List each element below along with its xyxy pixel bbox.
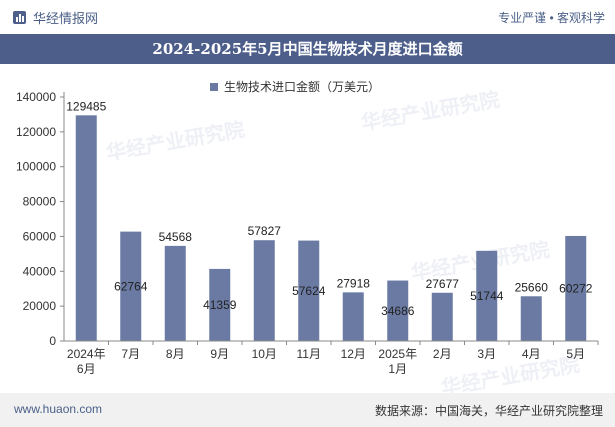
bar <box>476 250 498 341</box>
y-tick-label: 120000 <box>16 125 56 139</box>
bar <box>164 245 186 341</box>
y-tick-label: 20000 <box>23 299 57 313</box>
x-tick-label: 9月 <box>210 347 229 361</box>
x-tick-label: 8月 <box>166 347 185 361</box>
data-label: 34686 <box>381 304 415 318</box>
x-tick-label: 2025年 <box>378 347 417 361</box>
data-label: 57827 <box>248 224 282 238</box>
x-tick-label: 2月 <box>433 347 452 361</box>
bar <box>431 292 453 341</box>
legend-swatch <box>210 82 218 91</box>
logo-icon <box>13 11 26 24</box>
x-tick-label: 6月 <box>77 362 96 376</box>
data-label: 27677 <box>426 277 460 291</box>
bar <box>298 240 320 341</box>
bar-chart: 020000400006000080000100000120000140000 … <box>16 90 599 376</box>
data-label: 60272 <box>559 281 593 295</box>
bar <box>342 292 364 341</box>
footer-url[interactable]: www.huaon.com <box>14 402 103 416</box>
y-tick-label: 100000 <box>16 160 56 174</box>
x-tick-label: 5月 <box>566 347 585 361</box>
data-label: 129485 <box>66 99 106 113</box>
y-tick-label: 140000 <box>16 90 56 104</box>
data-label: 41359 <box>203 298 237 312</box>
bar <box>120 231 142 341</box>
data-label: 62764 <box>114 279 148 293</box>
slogan: 专业严谨 • 客观科学 <box>498 11 605 25</box>
x-tick-label: 4月 <box>522 347 541 361</box>
top-bar: 华经情报网 专业严谨 • 客观科学 <box>0 0 615 34</box>
x-tick-label: 7月 <box>121 347 140 361</box>
x-tick-label: 2024年 <box>67 347 106 361</box>
x-tick-label: 10月 <box>252 347 277 361</box>
data-label: 27918 <box>337 276 371 290</box>
bar <box>565 235 587 341</box>
bars: 129485 62764 54568 41359 57827 57624 27918 3468… <box>66 99 593 341</box>
chart-legend: 生物技术进口金额（万美元） <box>210 78 380 95</box>
y-tick-label: 0 <box>49 334 56 348</box>
bar <box>387 280 409 341</box>
bar <box>75 115 97 341</box>
bar <box>209 268 231 341</box>
x-tick-label: 12月 <box>341 347 366 361</box>
data-label: 57624 <box>292 284 326 298</box>
brand[interactable]: 华经情报网 <box>12 8 98 27</box>
data-label: 54568 <box>159 230 193 244</box>
bar <box>253 240 275 341</box>
y-axis: 0 20000 40000 60000 80000 100000 120000 140000 <box>16 90 65 348</box>
footer: www.huaon.com 数据来源：中国海关，华经产业研究院整理 <box>0 393 615 427</box>
bar <box>520 296 542 341</box>
brand-name: 华经情报网 <box>33 11 99 26</box>
legend-label: 生物技术进口金额（万美元） <box>224 80 381 94</box>
y-tick-label: 40000 <box>23 264 57 278</box>
data-source: 数据来源：中国海关，华经产业研究院整理 <box>374 404 603 418</box>
data-label: 51744 <box>470 289 504 303</box>
x-tick-label: 1月 <box>388 362 407 376</box>
x-tick-label: 3月 <box>477 347 496 361</box>
chart-title: 2024-2025年5月中国生物技术月度进口金额 <box>0 34 615 64</box>
y-tick-label: 80000 <box>23 195 57 209</box>
y-tick-label: 60000 <box>23 229 57 243</box>
data-label: 25660 <box>515 280 549 294</box>
x-tick-label: 11月 <box>297 347 321 361</box>
